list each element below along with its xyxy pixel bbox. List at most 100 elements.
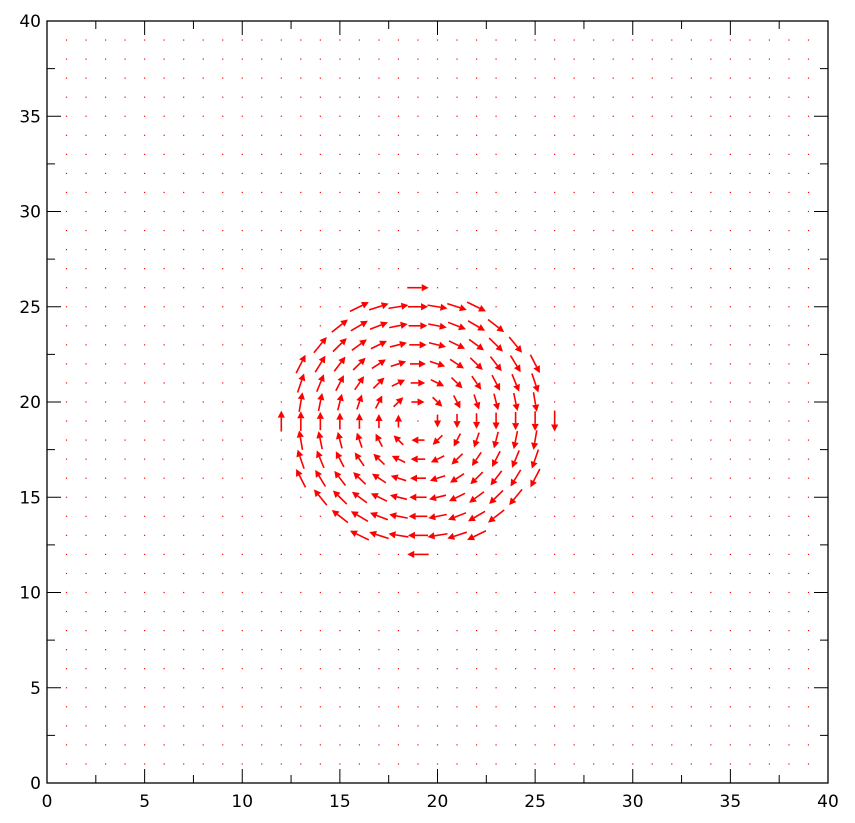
- vector-point: [729, 420, 731, 422]
- vector-point: [241, 210, 243, 213]
- vector-point: [690, 191, 692, 194]
- vector-point: [417, 687, 419, 689]
- arrow-head: [354, 452, 362, 461]
- arrow-head: [511, 460, 519, 468]
- vector-point: [183, 439, 185, 441]
- vector-point: [788, 96, 790, 98]
- vector-point: [183, 687, 185, 689]
- vector-arrow: [354, 452, 365, 467]
- vector-point: [671, 306, 673, 308]
- vector-point: [749, 515, 751, 517]
- vector-point: [104, 39, 107, 41]
- vector-point: [475, 553, 478, 555]
- vector-point: [183, 268, 185, 270]
- vector-point: [534, 630, 536, 632]
- vector-point: [515, 306, 517, 308]
- vector-point: [163, 191, 165, 194]
- vector-point: [671, 115, 673, 117]
- vector-arrow: [407, 550, 429, 558]
- vector-point: [183, 649, 185, 651]
- vector-point: [788, 610, 790, 613]
- vector-point: [651, 249, 653, 251]
- vector-point: [397, 553, 400, 555]
- vector-point: [85, 687, 87, 689]
- vector-point: [554, 191, 556, 194]
- arrow-shaft: [378, 439, 383, 447]
- vector-point: [378, 191, 380, 194]
- vector-point: [710, 229, 712, 232]
- vector-point: [788, 153, 790, 155]
- vector-point: [729, 229, 731, 232]
- vector-arrow: [472, 413, 481, 429]
- vector-point: [495, 630, 497, 632]
- arrow-head: [495, 344, 504, 352]
- vector-point: [85, 134, 87, 136]
- vector-point: [65, 229, 68, 232]
- vector-point: [65, 249, 68, 251]
- vector-point: [573, 134, 575, 136]
- vector-point: [690, 477, 692, 479]
- vector-point: [261, 744, 263, 746]
- vector-point: [475, 115, 478, 117]
- arrow-shaft: [368, 304, 383, 311]
- vector-point: [436, 172, 439, 174]
- vector-point: [632, 249, 634, 251]
- arrow-head: [453, 400, 461, 409]
- vector-point: [104, 687, 107, 689]
- vector-point: [710, 572, 712, 575]
- vector-point: [671, 534, 673, 536]
- vector-point: [749, 649, 751, 651]
- vector-arrow: [407, 531, 429, 539]
- arrow-shaft: [514, 430, 519, 443]
- vector-point: [710, 401, 712, 403]
- vector-point: [144, 191, 146, 194]
- vector-point: [300, 610, 302, 613]
- arrow-head: [317, 392, 325, 401]
- vector-point: [710, 534, 712, 536]
- vector-point: [612, 287, 614, 289]
- vector-arrow: [430, 378, 445, 387]
- vector-point: [807, 591, 810, 594]
- vector-point: [65, 134, 68, 136]
- vector-point: [515, 706, 517, 708]
- vector-point: [807, 725, 810, 727]
- vector-arrow: [368, 302, 389, 311]
- vector-point: [632, 382, 634, 384]
- vector-point: [261, 268, 263, 270]
- arrow-head: [375, 433, 382, 442]
- vector-point: [788, 477, 790, 479]
- vector-point: [319, 649, 321, 651]
- vector-point: [749, 249, 751, 251]
- vector-point: [573, 153, 575, 155]
- vector-point: [651, 229, 653, 232]
- vector-point: [749, 687, 751, 689]
- vector-point: [65, 496, 68, 498]
- vector-arrow: [492, 450, 501, 467]
- vector-point: [378, 39, 380, 41]
- vector-point: [729, 668, 731, 670]
- vector-point: [768, 401, 771, 403]
- vector-point: [339, 553, 341, 555]
- vector-point: [710, 382, 712, 384]
- vector-point: [397, 58, 400, 60]
- vector-point: [651, 553, 653, 555]
- vector-point: [768, 344, 771, 346]
- vector-point: [202, 706, 204, 708]
- vector-point: [554, 649, 556, 651]
- vector-point: [85, 706, 87, 708]
- arrow-shaft: [335, 380, 342, 392]
- vector-arrow: [390, 474, 407, 482]
- vector-point: [202, 58, 204, 60]
- vector-point: [554, 706, 556, 708]
- vector-point: [202, 115, 204, 117]
- vector-point: [144, 668, 146, 670]
- vector-point: [612, 477, 614, 479]
- vector-arrow: [530, 449, 540, 469]
- vector-arrow: [296, 373, 306, 393]
- vector-point: [593, 325, 595, 327]
- vector-point: [515, 763, 517, 765]
- arrow-shaft: [475, 451, 482, 461]
- vector-point: [515, 572, 517, 575]
- arrow-shaft: [391, 382, 400, 387]
